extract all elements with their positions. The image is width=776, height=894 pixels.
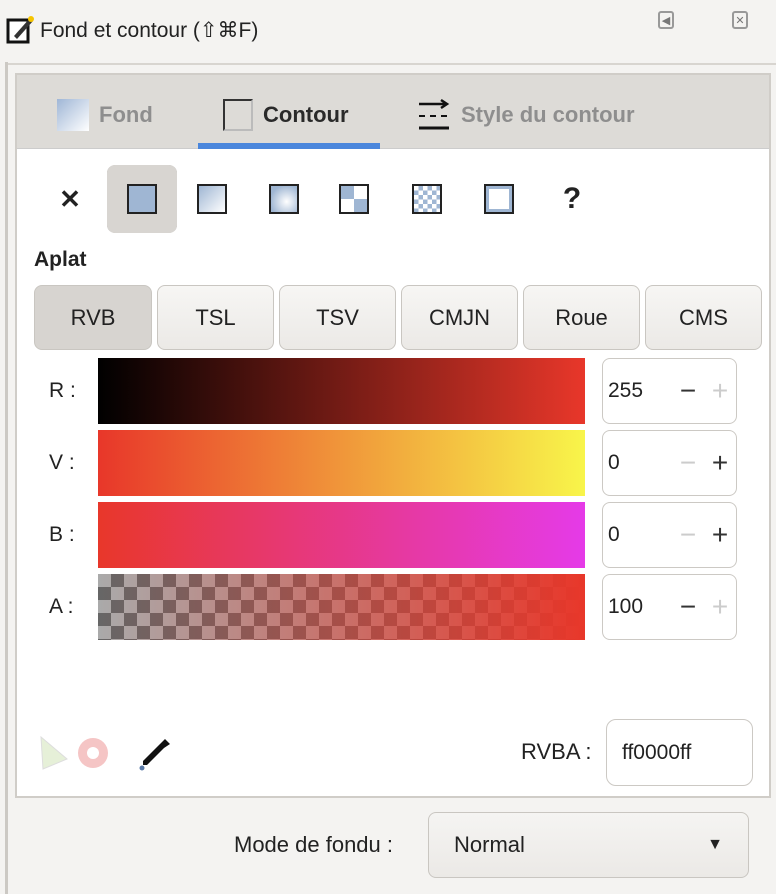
v-value[interactable]: 0 [608,451,620,474]
tab-label: Style du contour [461,102,635,127]
paint-none-button[interactable]: ✕ [59,183,81,214]
paint-flat-button[interactable] [125,182,159,216]
b-label: B : [49,523,75,546]
model-cms-button[interactable]: CMS [645,285,762,350]
v-label: V : [49,451,75,474]
tab-style-du-contour[interactable]: Style du contour [417,95,635,135]
pattern-icon [412,184,442,214]
tab-label: Fond [99,102,153,127]
paint-mesh-button[interactable] [337,182,371,216]
rvba-input[interactable]: ff0000ff [606,719,753,786]
color-model-buttons: RVB TSL TSV CMJN Roue CMS [34,285,762,350]
blend-mode-dropdown[interactable]: Normal ▼ [428,812,749,878]
flat-color-icon [127,184,157,214]
v-spinbox[interactable]: 0 − + [602,430,737,496]
model-cmjn-button[interactable]: CMJN [401,285,518,350]
color-wheel-icon[interactable] [75,735,111,771]
b-value[interactable]: 0 [608,523,620,546]
increment-button[interactable]: + [711,591,729,622]
left-border [0,62,8,894]
paint-linear-gradient-button[interactable] [195,182,229,216]
paint-flat-button-selected[interactable] [107,165,177,233]
window-title: Fond et contour (⇧⌘F) [40,19,259,42]
paint-radial-gradient-button[interactable] [267,182,301,216]
section-label: Aplat [34,248,87,271]
stroke-icon [223,99,253,131]
model-tsv-button[interactable]: TSV [279,285,396,350]
a-spinbox[interactable]: 100 − + [602,574,737,640]
mesh-icon [339,184,369,214]
b-slider[interactable] [98,502,585,568]
active-tab-indicator [198,143,380,149]
increment-button[interactable]: + [711,519,729,550]
decrement-button[interactable]: − [679,519,697,550]
eyedropper-icon[interactable] [137,735,173,771]
r-spinbox[interactable]: 255 − + [602,358,737,424]
fill-stroke-icon [6,16,34,44]
dialog-panel: Fond Contour Style du contour ✕ ? Aplat … [15,73,771,798]
v-slider[interactable] [98,430,585,496]
increment-button[interactable]: + [711,375,729,406]
blend-mode-value: Normal [454,832,525,857]
model-tsl-button[interactable]: TSL [157,285,274,350]
decrement-button[interactable]: − [679,375,697,406]
fill-icon [57,99,89,131]
a-slider[interactable] [98,574,585,640]
tab-contour[interactable]: Contour [223,95,349,135]
r-label: R : [49,379,76,402]
tab-label: Contour [263,102,349,127]
model-rvb-button[interactable]: RVB [34,285,152,350]
paint-pattern-button[interactable] [410,182,444,216]
swatch-icon [484,184,514,214]
color-gamut-icon[interactable] [39,735,71,771]
tab-fond[interactable]: Fond [57,95,153,135]
linear-gradient-icon [197,184,227,214]
model-roue-button[interactable]: Roue [523,285,640,350]
paint-unset-button[interactable]: ? [562,182,582,215]
a-label: A : [49,595,74,618]
r-slider[interactable] [98,358,585,424]
radial-gradient-icon [269,184,299,214]
tab-bar: Fond Contour Style du contour [17,75,769,149]
collapse-button[interactable]: ◀ [658,11,674,29]
blend-mode-label: Mode de fondu : [234,832,394,857]
a-value[interactable]: 100 [608,595,644,618]
rvba-label: RVBA : [521,739,592,764]
divider [8,63,776,65]
chevron-down-icon: ▼ [707,836,723,853]
decrement-button[interactable]: − [679,447,697,478]
paint-swatch-button[interactable] [482,182,516,216]
close-button[interactable]: ✕ [732,11,748,29]
decrement-button[interactable]: − [679,591,697,622]
r-value[interactable]: 255 [608,379,644,402]
increment-button[interactable]: + [711,447,729,478]
b-spinbox[interactable]: 0 − + [602,502,737,568]
stroke-style-icon [419,98,450,130]
